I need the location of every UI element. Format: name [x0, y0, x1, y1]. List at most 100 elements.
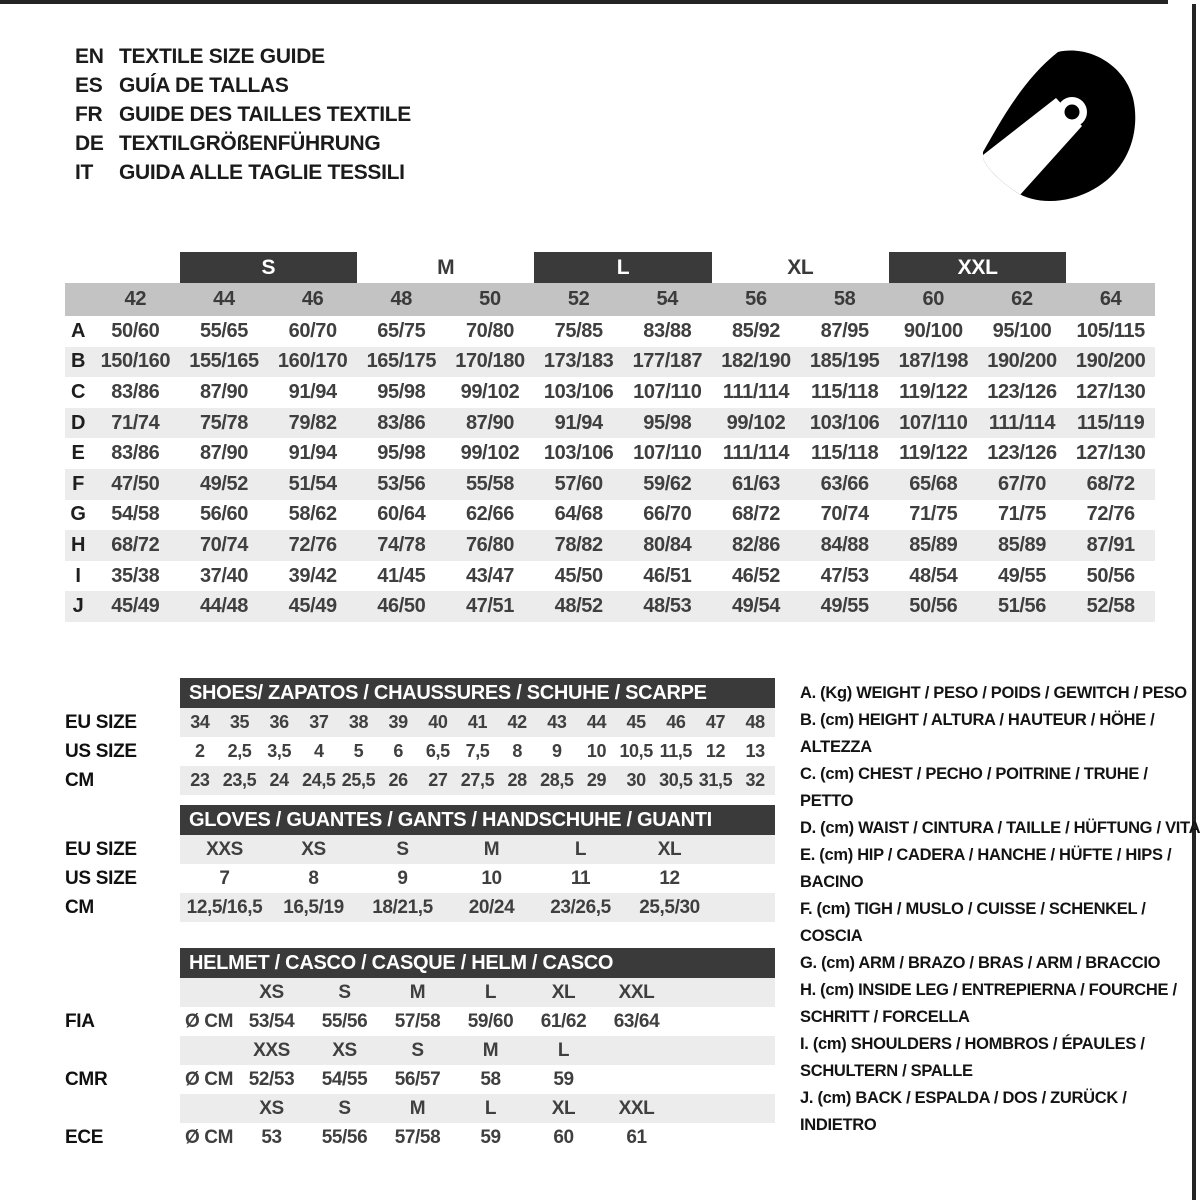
measure-cell: 84/88 [820, 533, 869, 556]
value-cell: 5 [353, 741, 364, 761]
size-cell: XXS [253, 1039, 290, 1061]
value-cell: 53 [261, 1126, 282, 1148]
row-letter: D [70, 411, 86, 434]
measure-cell: 95/98 [377, 380, 426, 403]
measure-cell: 59/62 [643, 472, 692, 495]
row-letter: J [72, 595, 84, 618]
value-cell: 47 [705, 712, 726, 732]
language-code: FR [75, 102, 103, 126]
value-cell: 55/56 [321, 1010, 368, 1032]
size-cell: XL [551, 1097, 576, 1119]
helmet-value-row: ECE Ø CM 53 55/56 57/58 59 60 61 [65, 1123, 775, 1152]
measure-row-b: B 150/160 155/165 160/170 165/175 170/180 173/… [65, 346, 1155, 378]
table-row: EU SIZE XXS XS S M L XL [65, 835, 775, 864]
measure-cell: 35/38 [111, 564, 160, 587]
measure-cell: 45/49 [288, 595, 337, 618]
measure-cell: 46/50 [377, 595, 426, 618]
value-cell: 2,5 [227, 741, 252, 761]
measure-cell: 65/68 [909, 472, 958, 495]
measure-cell: 63/66 [820, 472, 869, 495]
value-cell: 27 [428, 770, 448, 790]
measure-row-g: G 54/58 56/60 58/62 60/64 62/66 64/68 66/70 68/7… [65, 500, 1155, 531]
value-cell: 34 [190, 712, 210, 732]
legend-item: C. (cm) CHEST / PECHO / POITRINE / TRUHE… [800, 765, 1148, 810]
size-group-row: S M L XL XXL [65, 252, 1155, 283]
measure-cell: 160/170 [277, 350, 348, 373]
value-cell: 48 [745, 712, 766, 732]
row-letter: I [75, 564, 81, 587]
value-cell: 24,5 [302, 770, 336, 790]
row-label: CM [65, 769, 94, 791]
value-cell: 23 [190, 770, 210, 790]
measure-row-c: C 83/86 87/90 91/94 95/98 99/102 103/106 107/11… [65, 377, 1155, 408]
legend-item: B. (cm) HEIGHT / ALTURA / HAUTEUR / HÖHE… [800, 711, 1155, 756]
measure-cell: 103/106 [809, 411, 880, 434]
measure-cell: 55/58 [465, 472, 515, 495]
numeric-size-label: 52 [567, 288, 590, 310]
size-cell: XL [551, 981, 576, 1003]
row-letter: F [72, 472, 84, 495]
measure-cell: 119/122 [899, 442, 968, 465]
helmet-size-header-row: XXS XS S M L [65, 1036, 775, 1065]
row-cells: XS S M L XL XXL [180, 1094, 775, 1123]
language-code: DE [75, 131, 104, 155]
measure-cell: 51/56 [997, 595, 1047, 618]
measure-cell: 68/72 [731, 503, 781, 526]
numeric-size-label: 58 [833, 288, 856, 310]
size-group-m: M [437, 256, 455, 279]
helmet-value-row: CMR Ø CM 52/53 54/55 56/57 58 59 [65, 1065, 775, 1094]
measure-cell: 51/54 [288, 472, 337, 495]
row-cells: 2 2,5 3,5 4 5 6 6,5 7,5 8 9 10 10,5 11,5 12 13 [180, 737, 775, 766]
top-edge-line [0, 0, 1168, 4]
value-cell: 31,5 [698, 770, 733, 790]
measure-cell: 91/94 [288, 442, 337, 465]
legend-item: H. (cm) INSIDE LEG / ENTREPIERNA / FOURC… [800, 981, 1177, 1026]
measure-cell: 41/45 [377, 564, 426, 587]
value-cell: 59/60 [467, 1010, 514, 1032]
measure-cell: 62/66 [465, 503, 515, 526]
measure-cell: 105/115 [1076, 319, 1145, 342]
measure-cell: 71/75 [997, 503, 1047, 526]
language-label: GUIDA ALLE TAGLIE TESSILI [119, 160, 405, 184]
helmet-size-section: HELMET / CASCO / CASQUE / HELM / CASCO X… [65, 948, 775, 1152]
row-cells: 34 35 36 37 38 39 40 41 42 43 44 45 46 47 48 [180, 708, 775, 737]
value-cell: 12,5/16,5 [186, 896, 263, 918]
size-cell: M [409, 1097, 426, 1119]
right-edge-line [1192, 4, 1196, 1200]
row-letter: E [71, 442, 85, 465]
shoes-size-section: SHOES/ ZAPATOS / CHAUSSURES / SCHUHE / S… [65, 678, 775, 795]
legend-item: I. (cm) SHOULDERS / HOMBROS / ÉPAULES / … [800, 1035, 1145, 1080]
measure-cell: 103/106 [543, 442, 614, 465]
standard-label: CMR [65, 1068, 108, 1090]
value-cell: 32 [745, 770, 766, 790]
value-cell: 3,5 [267, 741, 292, 761]
row-letter: H [70, 533, 86, 556]
value-cell: 46 [666, 712, 686, 732]
row-label: US SIZE [65, 867, 137, 889]
value-cell: 61/62 [540, 1010, 587, 1032]
language-code: IT [75, 160, 94, 184]
measure-cell: 107/110 [633, 442, 702, 465]
measure-cell: 107/110 [633, 380, 702, 403]
value-cell: 8 [512, 741, 522, 761]
value-cell: 57/58 [394, 1010, 441, 1032]
value-cell: 56/57 [394, 1068, 441, 1090]
measure-cell: 90/100 [903, 319, 963, 342]
measure-cell: 53/56 [377, 472, 426, 495]
value-cell: 37 [309, 712, 329, 732]
helmet-size-header-row: XS S M L XL XXL [65, 1094, 775, 1123]
language-label: GUIDE DES TAILLES TEXTILE [119, 102, 411, 126]
shoes-rows: EU SIZE 34 35 36 37 38 39 40 41 42 43 44 45 46 47 48 US … [65, 708, 775, 795]
value-cell: 28,5 [540, 770, 574, 790]
value-cell: 4 [314, 741, 324, 761]
measure-cell: 75/78 [199, 411, 249, 434]
measure-cell: 76/80 [465, 533, 515, 556]
value-cell: 12 [705, 741, 726, 761]
measure-cell: 91/94 [554, 411, 603, 434]
value-cell: 6,5 [425, 741, 450, 761]
value-cell: 52/53 [248, 1068, 295, 1090]
measure-cell: 47/51 [465, 595, 515, 618]
row-label: US SIZE [65, 740, 137, 762]
value-cell: 36 [269, 712, 290, 732]
language-row: IT GUIDA ALLE TAGLIE TESSILI [75, 158, 411, 187]
